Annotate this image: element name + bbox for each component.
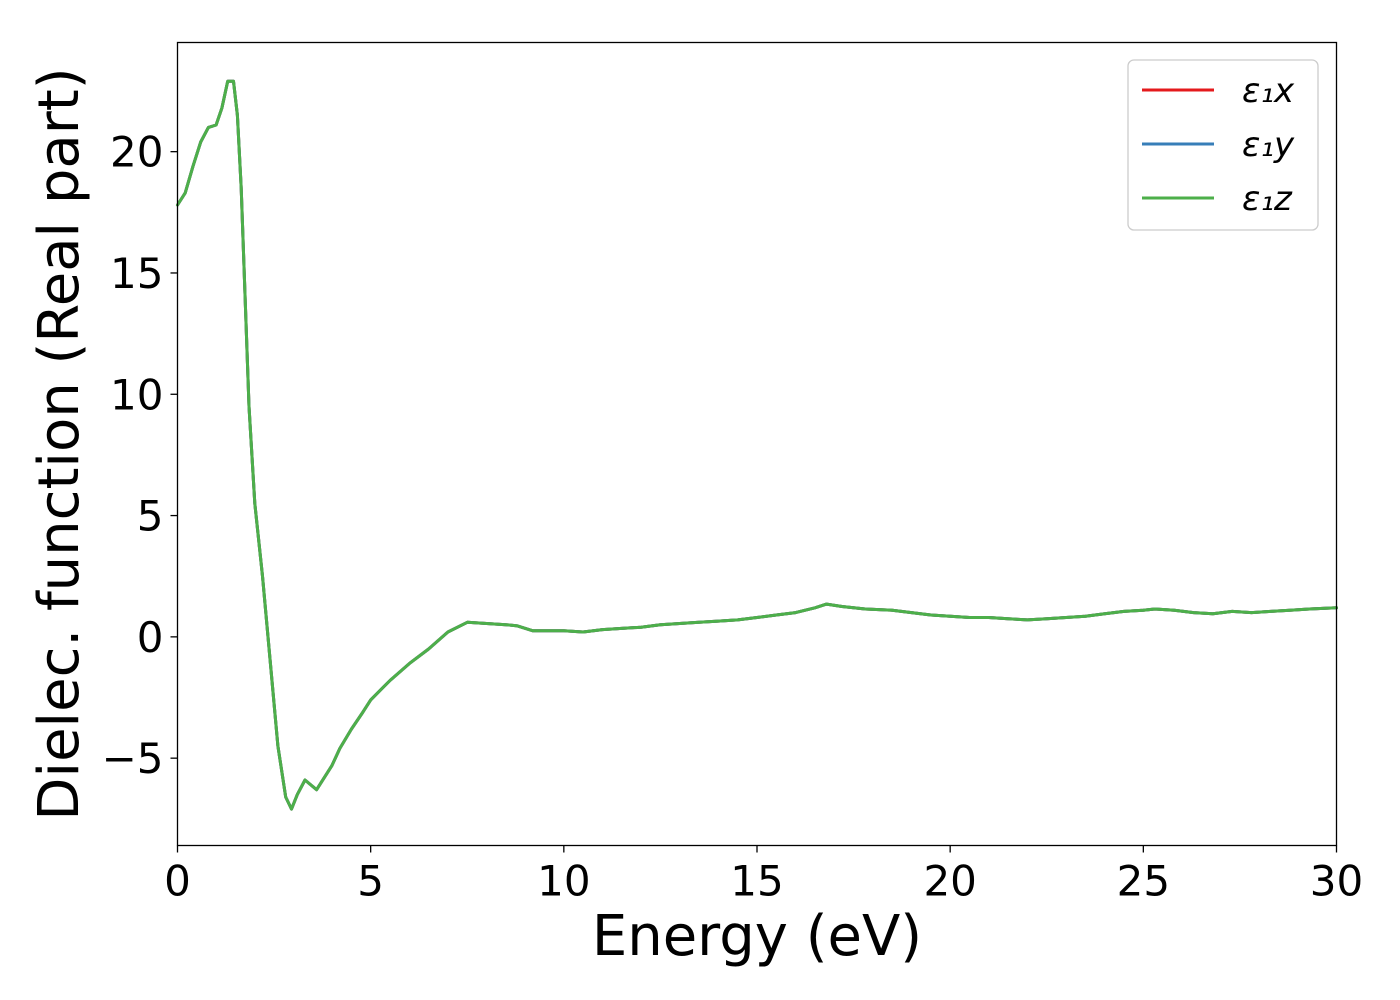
legend-label: ε₁z xyxy=(1242,179,1293,219)
y-tick-label: 0 xyxy=(137,613,164,662)
y-axis-label: Dielec. function (Real part) xyxy=(27,67,92,820)
legend-label: ε₁y xyxy=(1242,125,1295,165)
x-tick-label: 30 xyxy=(1310,857,1363,906)
x-tick-label: 20 xyxy=(923,857,976,906)
y-axis-ticks: −5 0 5 10 15 20 xyxy=(102,128,178,783)
y-tick-label: 10 xyxy=(110,370,163,419)
x-tick-label: 5 xyxy=(357,857,384,906)
legend: ε₁x ε₁y ε₁z xyxy=(1127,59,1319,231)
x-tick-label: 10 xyxy=(537,857,590,906)
legend-frame xyxy=(1127,59,1319,231)
x-tick-label: 25 xyxy=(1117,857,1170,906)
y-tick-label: 15 xyxy=(110,249,163,298)
series-line-3 xyxy=(176,79,1338,811)
x-axis-label: Energy (eV) xyxy=(592,904,922,969)
legend-label: ε₁x xyxy=(1242,71,1295,111)
y-tick-label: 20 xyxy=(110,128,163,177)
x-tick-label: 15 xyxy=(730,857,783,906)
x-axis-ticks: 0 5 10 15 20 25 30 xyxy=(164,845,1363,906)
y-tick-label: −5 xyxy=(102,734,164,783)
series-layer xyxy=(176,79,1338,811)
x-tick-label: 0 xyxy=(164,857,191,906)
y-tick-label: 5 xyxy=(137,492,164,541)
